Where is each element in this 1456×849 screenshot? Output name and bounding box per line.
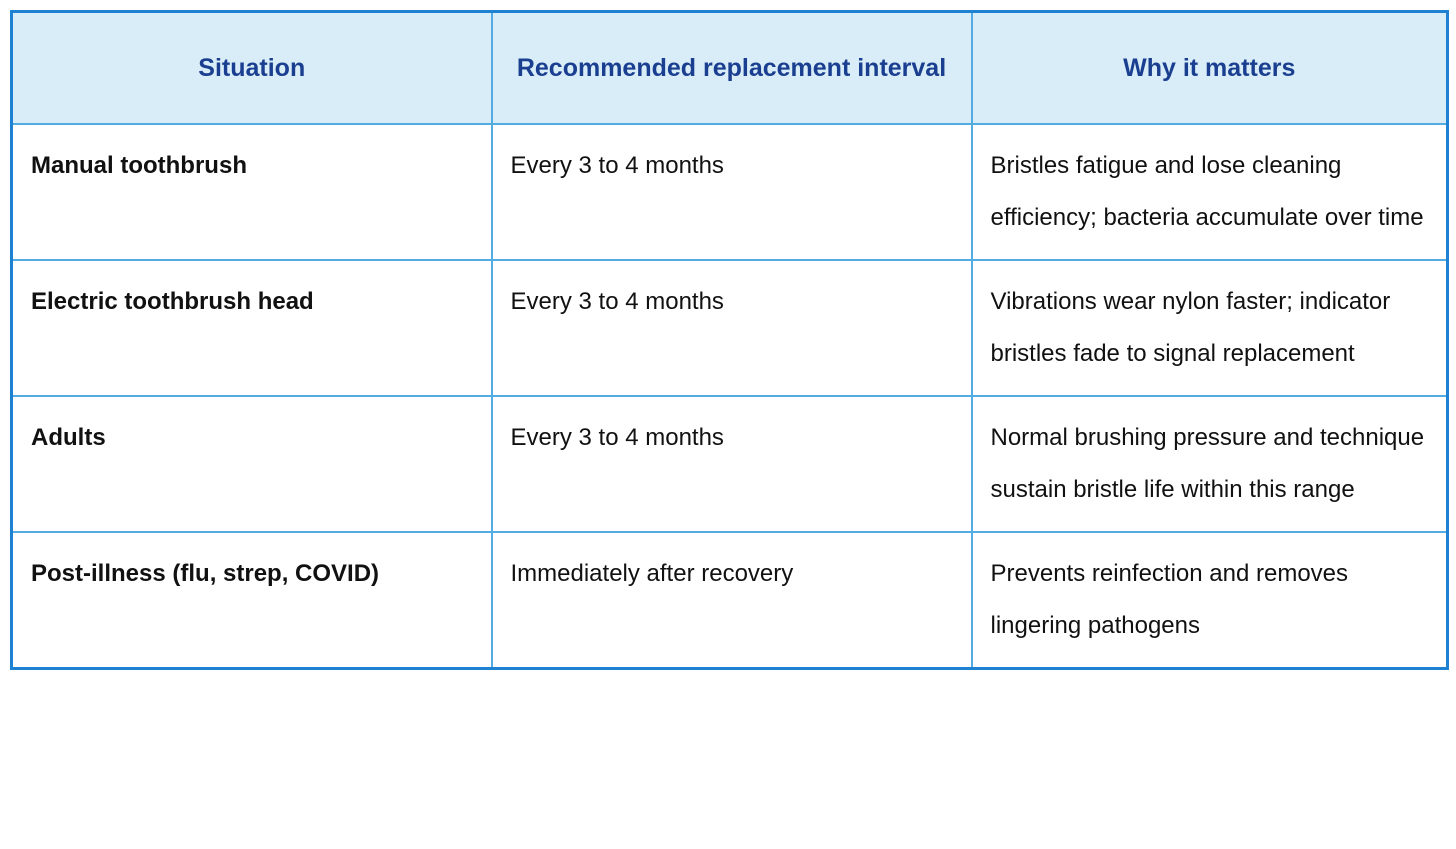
cell-interval: Immediately after recovery bbox=[490, 531, 973, 670]
cell-why-it-matters: Prevents reinfection and removes lingeri… bbox=[970, 531, 1449, 670]
table-row: Post-illness (flu, strep, COVID) Immedia… bbox=[10, 531, 1449, 670]
cell-situation: Electric toothbrush head bbox=[10, 259, 493, 397]
cell-situation: Post-illness (flu, strep, COVID) bbox=[10, 531, 493, 670]
cell-why-it-matters: Normal brushing pressure and technique s… bbox=[970, 395, 1449, 533]
cell-interval: Every 3 to 4 months bbox=[490, 395, 973, 533]
cell-situation: Adults bbox=[10, 395, 493, 533]
table-row: Electric toothbrush head Every 3 to 4 mo… bbox=[10, 259, 1449, 397]
table-row: Adults Every 3 to 4 months Normal brushi… bbox=[10, 395, 1449, 533]
cell-interval: Every 3 to 4 months bbox=[490, 259, 973, 397]
toothbrush-replacement-table: Situation Recommended replacement interv… bbox=[10, 10, 1449, 670]
header-cell-why-it-matters: Why it matters bbox=[970, 10, 1449, 125]
table-row: Manual toothbrush Every 3 to 4 months Br… bbox=[10, 123, 1449, 261]
cell-situation: Manual toothbrush bbox=[10, 123, 493, 261]
cell-why-it-matters: Vibrations wear nylon faster; indicator … bbox=[970, 259, 1449, 397]
cell-why-it-matters: Bristles fatigue and lose cleaning effic… bbox=[970, 123, 1449, 261]
cell-interval: Every 3 to 4 months bbox=[490, 123, 973, 261]
header-row: Situation Recommended replacement interv… bbox=[10, 10, 1449, 125]
header-cell-situation: Situation bbox=[10, 10, 493, 125]
header-cell-interval: Recommended replacement interval bbox=[490, 10, 973, 125]
